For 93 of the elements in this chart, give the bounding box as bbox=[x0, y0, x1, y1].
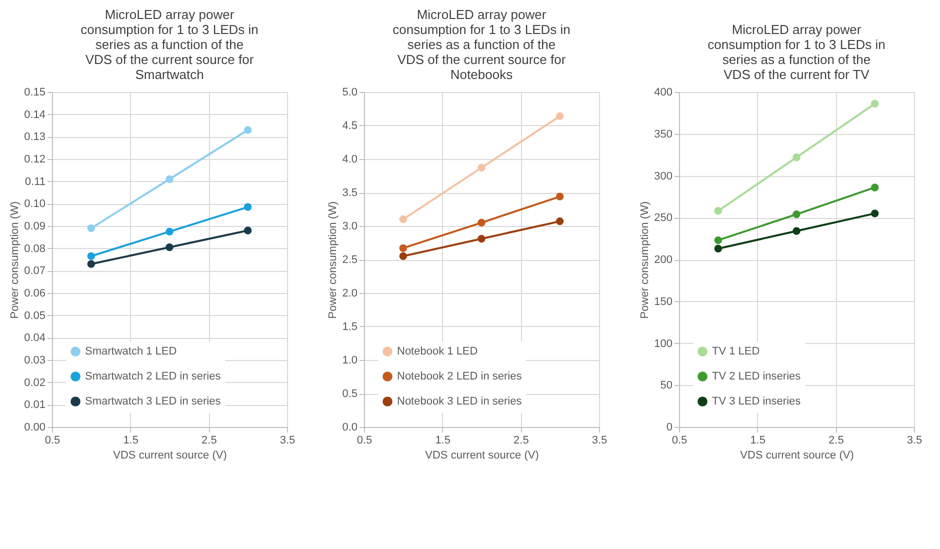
point bbox=[166, 228, 174, 236]
y-tick-label: 0.08 bbox=[24, 242, 46, 255]
legend-label: Smartwatch 2 LED in series bbox=[85, 370, 222, 382]
chart-title: MicroLED array power consumption for 1 to 3 LEDs in series as a function of the VDS of the current for TV bbox=[708, 22, 886, 82]
point bbox=[478, 234, 486, 243]
chart-title: MicroLED array power consumption for 1 to 3 LEDs in series as a function of the VDS of the current source for Notebooks bbox=[392, 7, 570, 82]
y-tick-label: 4.5 bbox=[342, 120, 358, 132]
y-axis-title: Power consumption (W) bbox=[9, 201, 22, 319]
y-tick-label: 0.0 bbox=[342, 422, 358, 434]
y-tick-label: 1.0 bbox=[342, 354, 358, 366]
legend-label: Notebook 3 LED in series bbox=[397, 396, 522, 408]
point bbox=[87, 260, 96, 268]
point bbox=[556, 192, 564, 200]
y-tick-label: 0.00 bbox=[24, 422, 46, 434]
point bbox=[399, 244, 408, 252]
legend-label: Smartwatch 3 LED in series bbox=[85, 396, 222, 408]
point bbox=[87, 252, 96, 260]
y-tick-label: 0.09 bbox=[24, 220, 46, 232]
y-tick-label: 1.5 bbox=[342, 321, 358, 333]
point bbox=[870, 210, 879, 218]
x-tick-label: 1.5 bbox=[435, 434, 450, 446]
y-tick-label: 0.05 bbox=[24, 310, 46, 322]
legend-label: Smartwatch 1 LED bbox=[85, 346, 177, 358]
legend-label: TV 3 LED inseries bbox=[712, 396, 802, 408]
point bbox=[870, 184, 879, 192]
y-tick-label: 300 bbox=[654, 170, 672, 182]
x-axis-title: VDS current source (V) bbox=[113, 450, 227, 462]
y-tick-label: 0 bbox=[666, 422, 672, 434]
point bbox=[166, 243, 174, 252]
point bbox=[714, 236, 722, 244]
point bbox=[792, 210, 800, 218]
y-tick-label: 0.03 bbox=[24, 354, 46, 366]
x-tick-label: 3.5 bbox=[592, 434, 608, 446]
point bbox=[478, 164, 486, 172]
point bbox=[87, 224, 96, 232]
y-tick-label: 200 bbox=[654, 254, 672, 266]
point bbox=[792, 153, 800, 162]
y-tick-label: 0.04 bbox=[24, 332, 46, 344]
point bbox=[399, 252, 408, 260]
y-tick-label: 4.0 bbox=[342, 154, 358, 166]
chart-title: MicroLED array power consumption for 1 to 3 LEDs in series as a function of the VDS of the current source for Smartwatch bbox=[80, 7, 258, 82]
y-tick-label: 50 bbox=[660, 380, 672, 392]
y-tick-label: 0.10 bbox=[24, 198, 46, 210]
y-tick-label: 0.5 bbox=[342, 388, 358, 400]
y-axis-title: Power consumption (W) bbox=[639, 201, 652, 319]
y-tick-label: 0.07 bbox=[24, 265, 46, 278]
x-tick-label: 2.5 bbox=[828, 434, 844, 446]
y-tick-label: 3.5 bbox=[342, 187, 358, 199]
x-axis-title: VDS current source (V) bbox=[425, 450, 539, 462]
point bbox=[714, 207, 722, 215]
point bbox=[792, 227, 800, 235]
y-tick-label: 0.12 bbox=[24, 154, 46, 166]
point bbox=[556, 112, 564, 120]
x-tick-label: 3.5 bbox=[280, 434, 296, 446]
x-tick-label: 0.5 bbox=[356, 434, 372, 446]
legend-label: Notebook 2 LED in series bbox=[397, 370, 522, 382]
legend-label: TV 1 LED bbox=[712, 346, 760, 358]
y-tick-label: 0.01 bbox=[24, 399, 46, 412]
x-tick-label: 0.5 bbox=[44, 434, 60, 446]
legend-label: Notebook 1 LED bbox=[397, 346, 478, 358]
x-axis-title: VDS current source (V) bbox=[740, 450, 854, 462]
y-tick-label: 250 bbox=[654, 212, 672, 224]
legend-label: TV 2 LED inseries bbox=[712, 370, 802, 382]
point bbox=[166, 175, 174, 183]
x-tick-label: 1.5 bbox=[123, 434, 138, 446]
y-tick-label: 2.5 bbox=[342, 254, 358, 266]
y-tick-label: 100 bbox=[654, 338, 672, 350]
x-tick-label: 0.5 bbox=[672, 434, 688, 446]
x-tick-label: 2.5 bbox=[202, 434, 217, 446]
x-tick-label: 2.5 bbox=[514, 434, 529, 446]
point bbox=[870, 100, 879, 108]
point bbox=[244, 203, 252, 211]
y-tick-label: 3.0 bbox=[342, 220, 358, 232]
x-tick-label: 3.5 bbox=[906, 434, 922, 446]
point bbox=[399, 215, 408, 224]
y-tick-label: 5.0 bbox=[342, 86, 358, 98]
point bbox=[714, 244, 722, 252]
y-tick-label: 2.0 bbox=[342, 288, 358, 300]
y-tick-label: 350 bbox=[654, 128, 672, 140]
point bbox=[244, 226, 252, 234]
point bbox=[244, 126, 252, 134]
point bbox=[556, 217, 564, 226]
y-tick-label: 400 bbox=[654, 86, 672, 98]
y-tick-label: 150 bbox=[654, 296, 672, 308]
point bbox=[478, 218, 486, 227]
y-tick-label: 0.14 bbox=[24, 108, 46, 121]
y-tick-label: 0.11 bbox=[24, 176, 46, 188]
y-tick-label: 0.15 bbox=[24, 86, 46, 98]
y-tick-label: 0.13 bbox=[24, 131, 46, 144]
y-tick-label: 0.06 bbox=[24, 288, 46, 300]
y-axis-title: Power consumption (W) bbox=[327, 201, 340, 319]
y-tick-label: 0.02 bbox=[24, 376, 46, 389]
x-tick-label: 1.5 bbox=[750, 434, 766, 446]
